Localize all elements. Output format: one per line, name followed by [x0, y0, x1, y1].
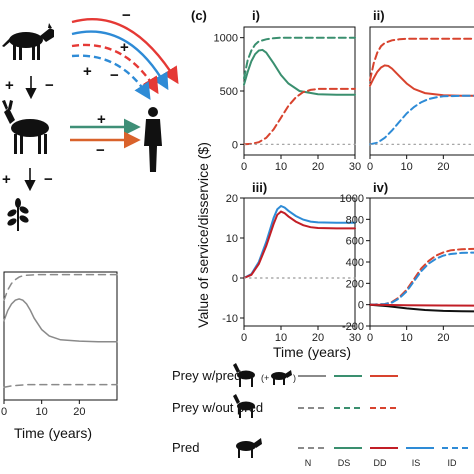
panel-iv-x-tick-label-0: 0 — [367, 332, 373, 344]
wolf-legend-icon — [271, 370, 292, 385]
left-chart-frame — [3, 271, 118, 401]
legend-code-n: N — [305, 458, 312, 468]
panel-ii-series-0 — [369, 64, 474, 97]
legend-code-ds: DS — [338, 458, 351, 468]
red-arrow-minus-sign: − — [122, 7, 131, 24]
panel-i-series-0 — [243, 48, 356, 96]
left-series-1 — [3, 298, 118, 343]
panel-letter: (c) — [191, 8, 207, 23]
panel-iv-y-tick-label-2: 200 — [346, 278, 364, 290]
food-web-diagram: + − + − − + — [2, 7, 179, 231]
panel-iii-frame — [243, 197, 356, 327]
panel-ii-label: ii) — [373, 8, 385, 23]
panel-iii-x-tick-label-2: 20 — [312, 332, 324, 344]
panel-ii-frame — [369, 26, 474, 156]
left-x-axis-title: Time (years) — [14, 425, 92, 441]
panel-i-label: i) — [252, 8, 260, 23]
human-icon — [144, 107, 162, 172]
left-series-0 — [3, 273, 118, 301]
wolf-icon — [2, 23, 54, 60]
prey-plant-plus-sign: + — [2, 171, 11, 188]
x-axis-title: Time (years) — [273, 344, 351, 360]
panel-i-y-tick-label-0: 0 — [232, 139, 238, 151]
panel-ii-x-tick-label-1: 10 — [401, 161, 413, 173]
panel-i-x-tick-label-2: 20 — [312, 161, 324, 173]
blue-solid-arrow — [71, 30, 169, 91]
legend-prey-pred-suffix-close: ) — [293, 373, 296, 383]
panel-iii-y-tick-label-1: 0 — [232, 273, 238, 285]
prey-plant-minus-sign: − — [44, 171, 53, 188]
panel-iv-series-2 — [369, 303, 474, 313]
panel-iv-y-tick-label-0: -200 — [342, 321, 364, 333]
panel-ii-series-2 — [369, 94, 474, 146]
panel-iii-y-tick-label-0: -10 — [222, 313, 238, 325]
panel-i-y-tick-label-1: 500 — [220, 86, 238, 98]
panel-i-y-tick-label-2: 1000 — [214, 33, 238, 45]
panel-ii: ii) 0 10 20 — [367, 8, 474, 173]
panel-iii-y-tick-label-2: 10 — [226, 233, 238, 245]
panel-iv-y-tick-label-6: 1000 — [340, 193, 364, 205]
left-x-tick-label-1: 10 — [36, 406, 48, 418]
panel-i-x-tick-label-3: 30 — [349, 161, 361, 173]
left-chart: 0 10 20 Time (years) — [1, 271, 118, 441]
y-axis-title: Value of service/disservice ($) — [195, 142, 211, 328]
predator-prey-plus-sign: + — [5, 77, 14, 94]
panel-iv-x-tick-label-1: 10 — [401, 332, 413, 344]
panel-ii-x-tick-label-2: 20 — [437, 161, 449, 173]
panel-i-x-tick-label-0: 0 — [241, 161, 247, 173]
deer-legend-icon — [233, 363, 255, 387]
panel-iv-y-tick-label-4: 600 — [346, 236, 364, 248]
panel-iii-series-0 — [243, 204, 356, 279]
panel-iii-x-tick-label-0: 0 — [241, 332, 247, 344]
panel-iii-x-tick-label-1: 10 — [275, 332, 287, 344]
panel-i-series-2 — [243, 87, 356, 146]
left-x-tick-label-2: 20 — [73, 406, 85, 418]
panel-iv-y-tick-label-1: 0 — [358, 300, 364, 312]
panel-i-series-1 — [243, 36, 356, 80]
predator-prey-minus-sign: − — [45, 77, 54, 94]
panel-iii-y-tick-label-3: 20 — [226, 193, 238, 205]
left-series-2 — [3, 383, 118, 388]
panel-i: i) 0 10 20 30 0 500 1000 — [214, 8, 362, 173]
wolf-legend-icon-2 — [236, 438, 262, 458]
panel-iv-series-3 — [369, 303, 474, 307]
panel-ii-x-tick-label-0: 0 — [367, 161, 373, 173]
green-arrow-plus-sign: + — [97, 111, 106, 128]
legend-prey-pred-suffix: (+ — [261, 373, 269, 383]
panel-iii-x-tick-label-3: 30 — [349, 332, 361, 344]
panel-iv-label: iv) — [373, 180, 388, 195]
plant-icon — [7, 198, 29, 231]
blue-dashed-arrow — [71, 54, 151, 101]
blue-arrow-plus-sign: + — [120, 39, 129, 56]
red-dashed-plus-sign: + — [83, 63, 92, 80]
panel-iii-label: iii) — [252, 180, 267, 195]
orange-arrow-minus-sign: − — [96, 142, 105, 159]
legend-code-dd: DD — [374, 458, 387, 468]
legend-code-is: IS — [412, 458, 421, 468]
deer-icon — [2, 100, 49, 154]
panel-iii-series-1 — [243, 210, 356, 279]
panel-iv-y-tick-label-5: 800 — [346, 214, 364, 226]
deer-legend-icon-2 — [233, 394, 255, 418]
red-dashed-arrow — [71, 43, 159, 95]
panel-iv-series-1 — [369, 251, 474, 306]
panel-iv-series-0 — [369, 247, 474, 306]
legend-row-prey-with-pred: Prey w/pred — [172, 368, 241, 383]
blue-dashed-minus-sign: − — [110, 67, 119, 84]
legend-row-pred: Pred — [172, 440, 199, 455]
left-x-tick-label-0: 0 — [1, 406, 7, 418]
panel-iv-y-tick-label-3: 400 — [346, 257, 364, 269]
panel-iv-x-tick-label-2: 20 — [437, 332, 449, 344]
legend: Prey w/pred (+ ) Prey w/out pred Pred — [172, 363, 470, 468]
legend-code-id: ID — [448, 458, 458, 468]
red-solid-arrow — [71, 17, 179, 85]
panel-i-x-tick-label-1: 10 — [275, 161, 287, 173]
panel-ii-series-1 — [369, 37, 474, 82]
